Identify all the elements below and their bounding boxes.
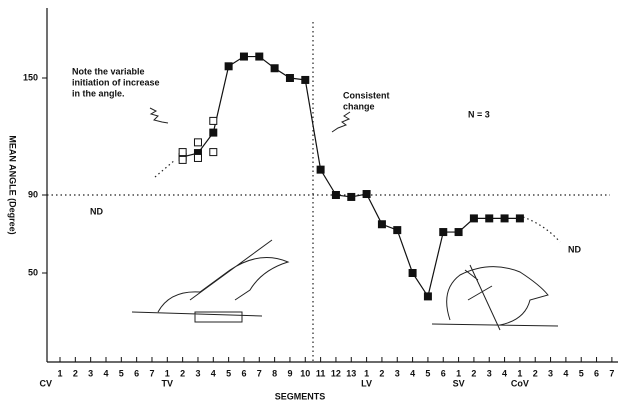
group-label: SV [453,378,465,388]
y-tick-label: 90 [28,189,38,199]
arrow-squiggle [332,112,350,132]
data-point [179,149,186,156]
x-tick-label: 4 [211,368,216,378]
x-tick-label: 6 [134,368,139,378]
x-tick-label: 2 [180,368,185,378]
group-label: LV [361,378,372,388]
group-label: CV [39,378,52,388]
x-tick-label: 2 [379,368,384,378]
x-tick-label: 1 [364,368,369,378]
annotation: Note the variable [72,66,145,76]
x-tick-label: 3 [487,368,492,378]
annotation: ND [90,206,103,216]
y-tick-label: 50 [28,267,38,277]
x-tick-label: 3 [548,368,553,378]
x-tick-label: 5 [226,368,231,378]
data-point [210,129,217,136]
chart: MEAN ANGLE (Degree) SEGMENTS 5090150CV12… [0,0,618,405]
data-point [271,65,278,72]
x-tick-label: 4 [103,368,108,378]
data-point [394,227,401,234]
data-point [516,215,523,222]
x-tick-label: 9 [287,368,292,378]
x-tick-label: 2 [73,368,78,378]
x-tick-label: 4 [410,368,415,378]
data-point [424,293,431,300]
data-point [179,156,186,163]
group-label: TV [162,378,174,388]
data-point [470,215,477,222]
group-label: CoV [511,378,529,388]
data-point [286,75,293,82]
x-tick-label: 6 [594,368,599,378]
data-point [455,229,462,236]
arrow-squiggle [150,108,168,123]
annotation: Consistent [343,90,390,100]
x-tick-label: 7 [609,368,614,378]
x-tick-label: 7 [257,368,262,378]
y-tick-label: 150 [23,72,38,82]
x-tick-label: 3 [88,368,93,378]
data-point [348,193,355,200]
x-tick-label: 12 [331,368,341,378]
x-tick-label: 4 [563,368,568,378]
skull-sketch [432,265,558,330]
data-point [225,63,232,70]
data-point [317,166,324,173]
x-tick-label: 2 [533,368,538,378]
x-tick-label: 7 [149,368,154,378]
annotation: change [343,101,375,111]
x-tick-label: 3 [395,368,400,378]
data-point [486,215,493,222]
data-point [332,192,339,199]
x-tick-label: 1 [57,368,62,378]
annotation: ND [568,244,581,254]
data-point [378,221,385,228]
x-tick-label: 3 [195,368,200,378]
x-tick-label: 11 [316,368,326,378]
data-point [210,149,217,156]
x-tick-label: 10 [300,368,310,378]
nd-leader [523,217,560,242]
x-tick-label: 1 [517,368,522,378]
x-tick-label: 5 [425,368,430,378]
data-point [501,215,508,222]
x-tick-label: 4 [502,368,507,378]
x-tick-label: 5 [579,368,584,378]
skull-sketch [132,240,288,322]
x-tick-label: 1 [165,368,170,378]
data-point [194,154,201,161]
data-point [363,191,370,198]
annotation: N = 3 [468,109,490,119]
data-point [440,229,447,236]
data-point [194,139,201,146]
x-tick-label: 6 [441,368,446,378]
x-tick-label: 2 [471,368,476,378]
annotation: in the angle. [72,88,125,98]
data-point [240,53,247,60]
x-tick-label: 6 [241,368,246,378]
data-point [256,53,263,60]
data-point [302,76,309,83]
data-point [409,270,416,277]
data-point [210,117,217,124]
x-tick-label: 5 [119,368,124,378]
annotation: initiation of increase [72,77,160,87]
x-tick-label: 1 [456,368,461,378]
leader [155,160,175,177]
x-axis-title: SEGMENTS [275,391,326,401]
x-tick-label: 13 [346,368,356,378]
x-tick-label: 8 [272,368,277,378]
y-axis-title: MEAN ANGLE (Degree) [8,135,18,234]
